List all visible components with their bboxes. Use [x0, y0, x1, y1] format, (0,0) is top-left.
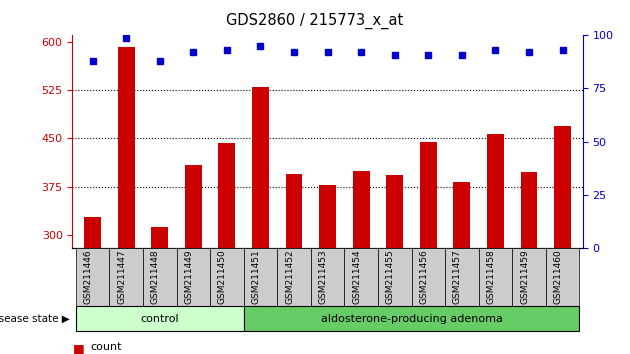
Bar	[554, 126, 571, 248]
Bar	[454, 182, 470, 248]
Text: GSM211446: GSM211446	[84, 250, 93, 304]
Text: GSM211458: GSM211458	[486, 250, 495, 304]
Text: disease state ▶: disease state ▶	[0, 314, 69, 324]
Text: GSM211449: GSM211449	[185, 250, 193, 304]
Text: GSM211460: GSM211460	[554, 250, 563, 304]
Text: GSM211459: GSM211459	[520, 250, 529, 304]
Text: GSM211452: GSM211452	[285, 250, 294, 304]
Bar	[151, 227, 168, 248]
Text: aldosterone-producing adenoma: aldosterone-producing adenoma	[321, 314, 503, 324]
Text: GDS2860 / 215773_x_at: GDS2860 / 215773_x_at	[226, 12, 404, 29]
Text: control: control	[140, 314, 179, 324]
Bar	[84, 217, 101, 248]
Bar	[252, 87, 269, 248]
Bar	[285, 174, 302, 248]
Bar	[118, 47, 135, 248]
Text: GSM211454: GSM211454	[352, 250, 361, 304]
Text: GSM211455: GSM211455	[386, 250, 395, 304]
Text: count: count	[90, 342, 122, 352]
Text: GSM211453: GSM211453	[319, 250, 328, 304]
Bar	[185, 165, 202, 248]
Text: GSM211448: GSM211448	[151, 250, 160, 304]
Bar	[520, 172, 537, 248]
Text: GSM211451: GSM211451	[251, 250, 260, 304]
Text: GSM211457: GSM211457	[453, 250, 462, 304]
Bar	[219, 143, 235, 248]
Text: GSM211450: GSM211450	[218, 250, 227, 304]
Text: GSM211456: GSM211456	[420, 250, 428, 304]
Bar	[319, 185, 336, 248]
Bar	[353, 171, 370, 248]
Bar	[420, 142, 437, 248]
Bar	[386, 175, 403, 248]
Text: GSM211447: GSM211447	[117, 250, 126, 304]
Text: ■: ■	[72, 342, 84, 354]
Bar	[487, 134, 504, 248]
